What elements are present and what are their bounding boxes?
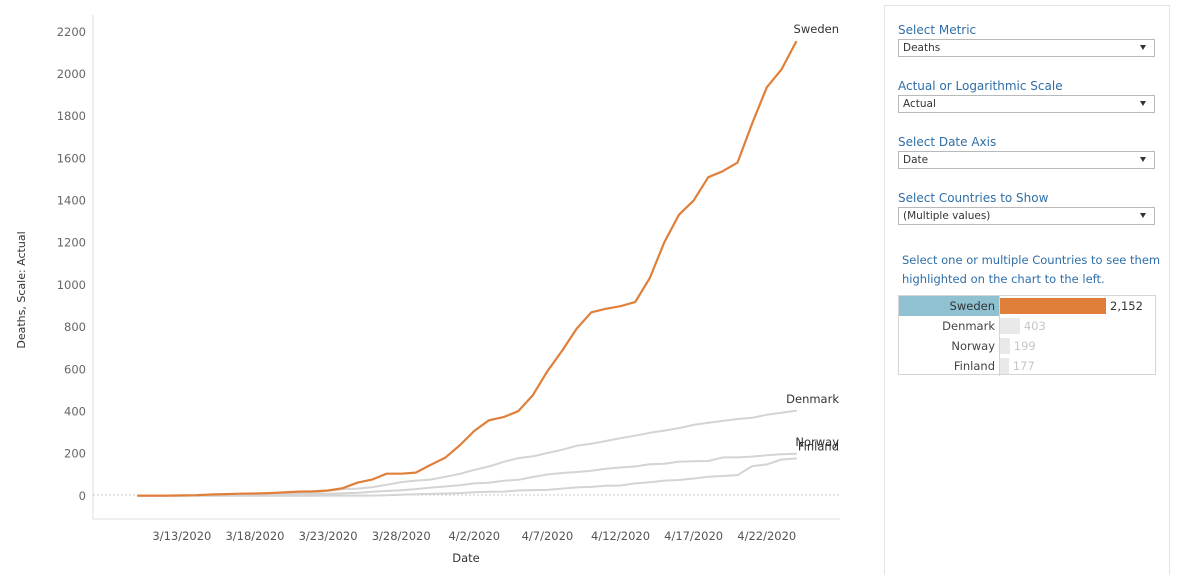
y-tick-label: 2000 [57, 67, 86, 81]
country-bar [1000, 358, 1009, 374]
y-tick-label: 1200 [57, 236, 86, 250]
x-axis-title: Date [452, 551, 480, 565]
series-line-finland [195, 457, 797, 497]
x-tick-label: 3/18/2020 [225, 529, 284, 543]
country-row-denmark[interactable]: Denmark 403 [899, 316, 1155, 336]
filter-panel: Select Metric Deaths Actual or Logarithm… [884, 5, 1170, 575]
countries-dropdown[interactable]: (Multiple values) [898, 207, 1155, 225]
y-tick-label: 600 [64, 362, 86, 376]
country-row-sweden[interactable]: Sweden 2,152 [899, 296, 1155, 316]
country-name: Norway [951, 339, 995, 353]
y-tick-label: 1800 [57, 109, 86, 123]
series-label-finland: Finland [798, 439, 839, 453]
countries-value: (Multiple values) [903, 210, 991, 222]
country-value: 199 [1013, 339, 1036, 353]
date-axis-control: Select Date Axis Date [898, 133, 1155, 169]
x-tick-label: 4/7/2020 [522, 529, 574, 543]
date-axis-label: Select Date Axis [898, 135, 997, 149]
country-bar [1000, 298, 1106, 314]
country-value: 403 [1023, 319, 1046, 333]
country-bar [1000, 338, 1010, 354]
country-name: Sweden [899, 296, 999, 316]
x-tick-label: 4/2/2020 [448, 529, 500, 543]
list-divider [999, 296, 1000, 376]
x-tick-label: 3/23/2020 [299, 529, 358, 543]
y-tick-label: 1400 [57, 194, 86, 208]
country-value: 177 [1012, 359, 1035, 373]
country-row-finland[interactable]: Finland 177 [899, 356, 1155, 376]
x-tick-label: 3/28/2020 [372, 529, 431, 543]
series-line-norway [137, 452, 797, 497]
y-tick-label: 0 [79, 489, 86, 503]
series-lines [136, 40, 798, 497]
metric-value: Deaths [903, 42, 941, 54]
metric-control: Select Metric Deaths [898, 21, 1155, 57]
dropdown-caret-icon [1140, 213, 1146, 218]
countries-control: Select Countries to Show (Multiple value… [898, 189, 1155, 225]
y-axis-title: Deaths, Scale: Actual [15, 231, 28, 348]
scale-dropdown[interactable]: Actual [898, 95, 1155, 113]
dropdown-caret-icon [1140, 157, 1146, 162]
country-bar [1000, 318, 1020, 334]
date-axis-value: Date [903, 154, 929, 166]
series-label-norway: Norway [795, 435, 839, 449]
x-tick-label: 3/13/2020 [152, 529, 211, 543]
y-tick-label: 1600 [57, 151, 86, 165]
country-name: Denmark [942, 319, 995, 333]
x-tick-labels: 3/13/2020 3/18/2020 3/23/2020 3/28/2020 4/2/… [152, 529, 796, 543]
metric-label: Select Metric [898, 23, 977, 37]
countries-label: Select Countries to Show [898, 191, 1049, 205]
y-tick-label: 400 [64, 404, 86, 418]
x-tick-label: 4/17/2020 [664, 529, 723, 543]
x-tick-label: 4/12/2020 [591, 529, 650, 543]
country-row-norway[interactable]: Norway 199 [899, 336, 1155, 356]
country-value: 2,152 [1110, 299, 1143, 313]
y-tick-label: 800 [64, 320, 86, 334]
series-line-sweden [136, 40, 798, 497]
y-tick-labels: 0 200 400 600 800 1000 1200 1400 1600 1800 2000 220… [57, 25, 86, 503]
series-label-denmark: Denmark [786, 392, 839, 406]
country-highlight-list: Sweden 2,152 Denmark 403 Norway 199 Finland 177 [898, 295, 1156, 376]
y-tick-label: 2200 [57, 25, 86, 39]
date-axis-dropdown[interactable]: Date [898, 151, 1155, 169]
line-chart: 0 200 400 600 800 1000 1200 1400 1600 1800 2000 220… [15, 15, 840, 565]
scale-value: Actual [903, 98, 936, 110]
x-tick-label: 4/22/2020 [737, 529, 796, 543]
highlight-hint: Select one or multiple Countries to see … [902, 253, 1161, 286]
country-name: Finland [953, 359, 995, 373]
scale-label: Actual or Logarithmic Scale [898, 79, 1063, 93]
scale-control: Actual or Logarithmic Scale Actual [898, 77, 1155, 113]
y-tick-label: 1000 [57, 278, 86, 292]
dropdown-caret-icon [1140, 45, 1146, 50]
dropdown-caret-icon [1140, 101, 1146, 106]
y-tick-label: 200 [64, 447, 86, 461]
series-line-denmark [137, 409, 797, 497]
series-label-sweden: Sweden [794, 22, 839, 36]
metric-dropdown[interactable]: Deaths [898, 39, 1155, 57]
